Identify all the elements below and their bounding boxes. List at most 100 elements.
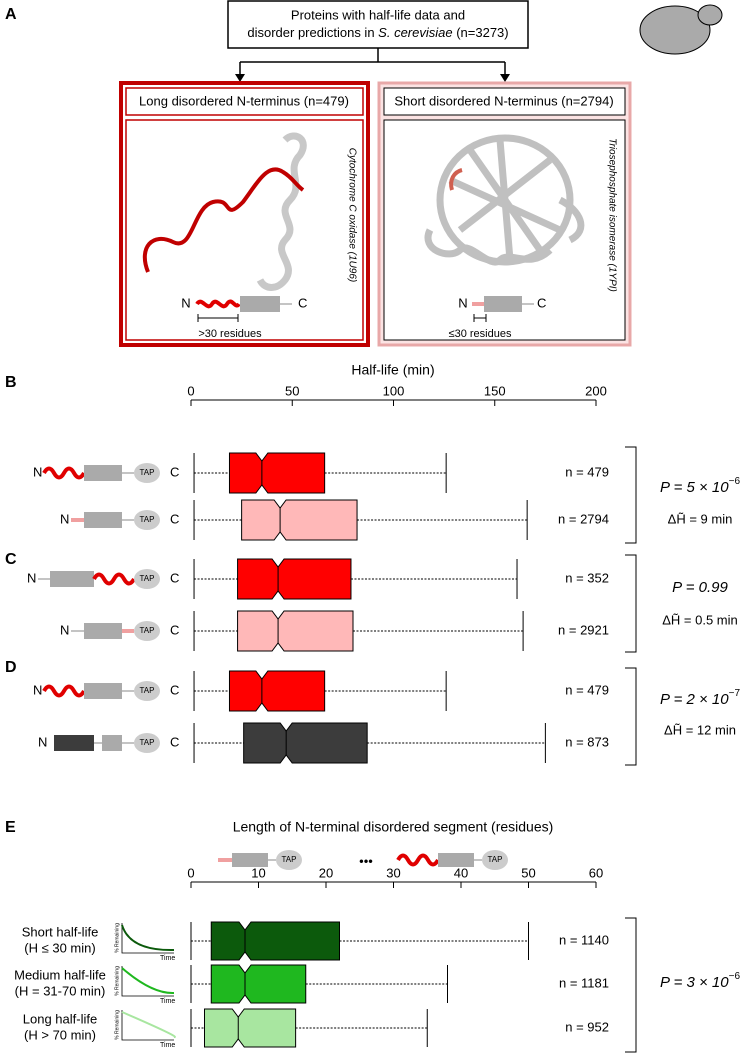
n-label: n = 1140 <box>559 932 609 947</box>
decay-curve <box>121 1011 176 1038</box>
scale-bar <box>197 314 239 322</box>
construct-label: N <box>60 511 69 526</box>
box <box>241 499 358 541</box>
domain <box>84 683 122 699</box>
x-tick-label: 10 <box>251 865 265 880</box>
panel-letter: D <box>5 659 17 676</box>
construct-label: TAP <box>140 574 155 583</box>
construct-label: C <box>170 570 179 585</box>
domain <box>84 512 122 528</box>
n-label: n = 1181 <box>559 975 609 990</box>
n-label: n = 352 <box>565 570 609 585</box>
group-label: (H > 70 min) <box>24 1027 96 1042</box>
p-value: P = 3 × 10−6 <box>660 971 741 991</box>
p-exp: −6 <box>729 476 741 487</box>
wavy <box>92 572 136 586</box>
c-label: C <box>537 295 546 310</box>
box <box>228 670 326 712</box>
right-header <box>383 87 626 116</box>
p-value: P = 5 × 10−6 <box>660 476 741 496</box>
domain <box>84 465 122 481</box>
x-tick-label: 100 <box>383 383 405 398</box>
tap-tag <box>276 850 302 870</box>
n-label: n = 479 <box>565 464 609 479</box>
construct-label: C <box>170 682 179 697</box>
left-header <box>125 87 364 116</box>
construct-label: C <box>170 734 179 749</box>
tap-tag <box>134 569 160 589</box>
mini-axes <box>121 966 174 997</box>
t: (n=3273) <box>453 25 509 40</box>
n-label: N <box>181 295 190 310</box>
group-label: (H ≤ 30 min) <box>24 940 95 955</box>
construct-label: N <box>60 622 69 637</box>
construct-label: TAP <box>488 855 503 864</box>
delta-h: ΔH̃ = 9 min <box>668 511 733 526</box>
top-box <box>227 0 529 49</box>
construct-label: TAP <box>140 738 155 747</box>
n-label: n = 2794 <box>558 511 609 526</box>
domain <box>84 623 122 639</box>
disorder-right <box>449 168 463 191</box>
decay-curve <box>121 924 175 952</box>
tap-tag <box>134 463 160 483</box>
panel-letter: A <box>5 6 17 23</box>
x-tick-label: 150 <box>484 383 506 398</box>
construct-label: TAP <box>282 855 297 864</box>
box <box>228 452 326 494</box>
x-tick-label: 60 <box>589 865 603 880</box>
x-tick-label: 0 <box>187 383 194 398</box>
top-text: disorder predictions in S. cerevisiae (n… <box>247 25 508 40</box>
panel-letter: C <box>5 551 17 568</box>
construct-label: N <box>38 734 47 749</box>
p-text: P = 0.99 <box>672 579 728 596</box>
construct-label: C <box>170 622 179 637</box>
mini-label: % Remaining <box>114 923 120 953</box>
scale-label: >30 residues <box>198 328 262 340</box>
right-title: Short disordered N-terminus (n=2794) <box>394 93 613 108</box>
panel-letter: B <box>5 374 17 391</box>
left-title: Long disordered N-terminus (n=479) <box>139 93 349 108</box>
p-text: P = 5 × 10 <box>660 479 729 496</box>
tap-tag <box>134 733 160 753</box>
tap-tag <box>134 510 160 530</box>
delta-h: ΔH̃ = 12 min <box>664 722 736 737</box>
n-label: n = 952 <box>565 1019 609 1034</box>
construct-label: C <box>170 464 179 479</box>
protein-name: Triosephosphate isomerase (1YPI) <box>606 138 617 292</box>
protein-right <box>424 134 585 266</box>
mini-label: Time <box>160 955 175 962</box>
domain <box>54 735 94 751</box>
t: disorder predictions in <box>247 25 378 40</box>
group-label: Short half-life <box>22 924 99 939</box>
box <box>243 722 368 764</box>
bracket <box>625 554 637 653</box>
protein-name: Cytochrome C oxidase (1U96) <box>346 148 357 283</box>
construct-label: TAP <box>140 515 155 524</box>
mini-label: Time <box>160 1042 175 1049</box>
p-text: P = 3 × 10 <box>660 974 729 991</box>
bracket <box>625 667 637 766</box>
wavy <box>42 684 86 698</box>
delta-h: ΔH̃ = 0.5 min <box>662 612 738 627</box>
group-label: Long half-life <box>23 1011 97 1026</box>
box <box>210 921 340 961</box>
axis-title: Half-life (min) <box>351 362 434 378</box>
bracket <box>625 917 637 1053</box>
n-label: N <box>458 295 467 310</box>
construct-label: N <box>33 682 42 697</box>
p-value: P = 2 × 10−7 <box>660 688 741 708</box>
group-label: Medium half-life <box>14 967 106 982</box>
construct-label: TAP <box>140 468 155 477</box>
tap-tag <box>134 621 160 641</box>
group-label: (H = 31-70 min) <box>15 983 106 998</box>
x-tick-label: 30 <box>386 865 400 880</box>
panel-letter: E <box>5 819 16 836</box>
domain <box>232 853 268 867</box>
box <box>237 558 352 600</box>
protein-left <box>256 132 307 291</box>
top-text: Proteins with half-life data and <box>291 7 465 22</box>
domain <box>484 296 522 312</box>
disorder-left <box>142 167 305 273</box>
